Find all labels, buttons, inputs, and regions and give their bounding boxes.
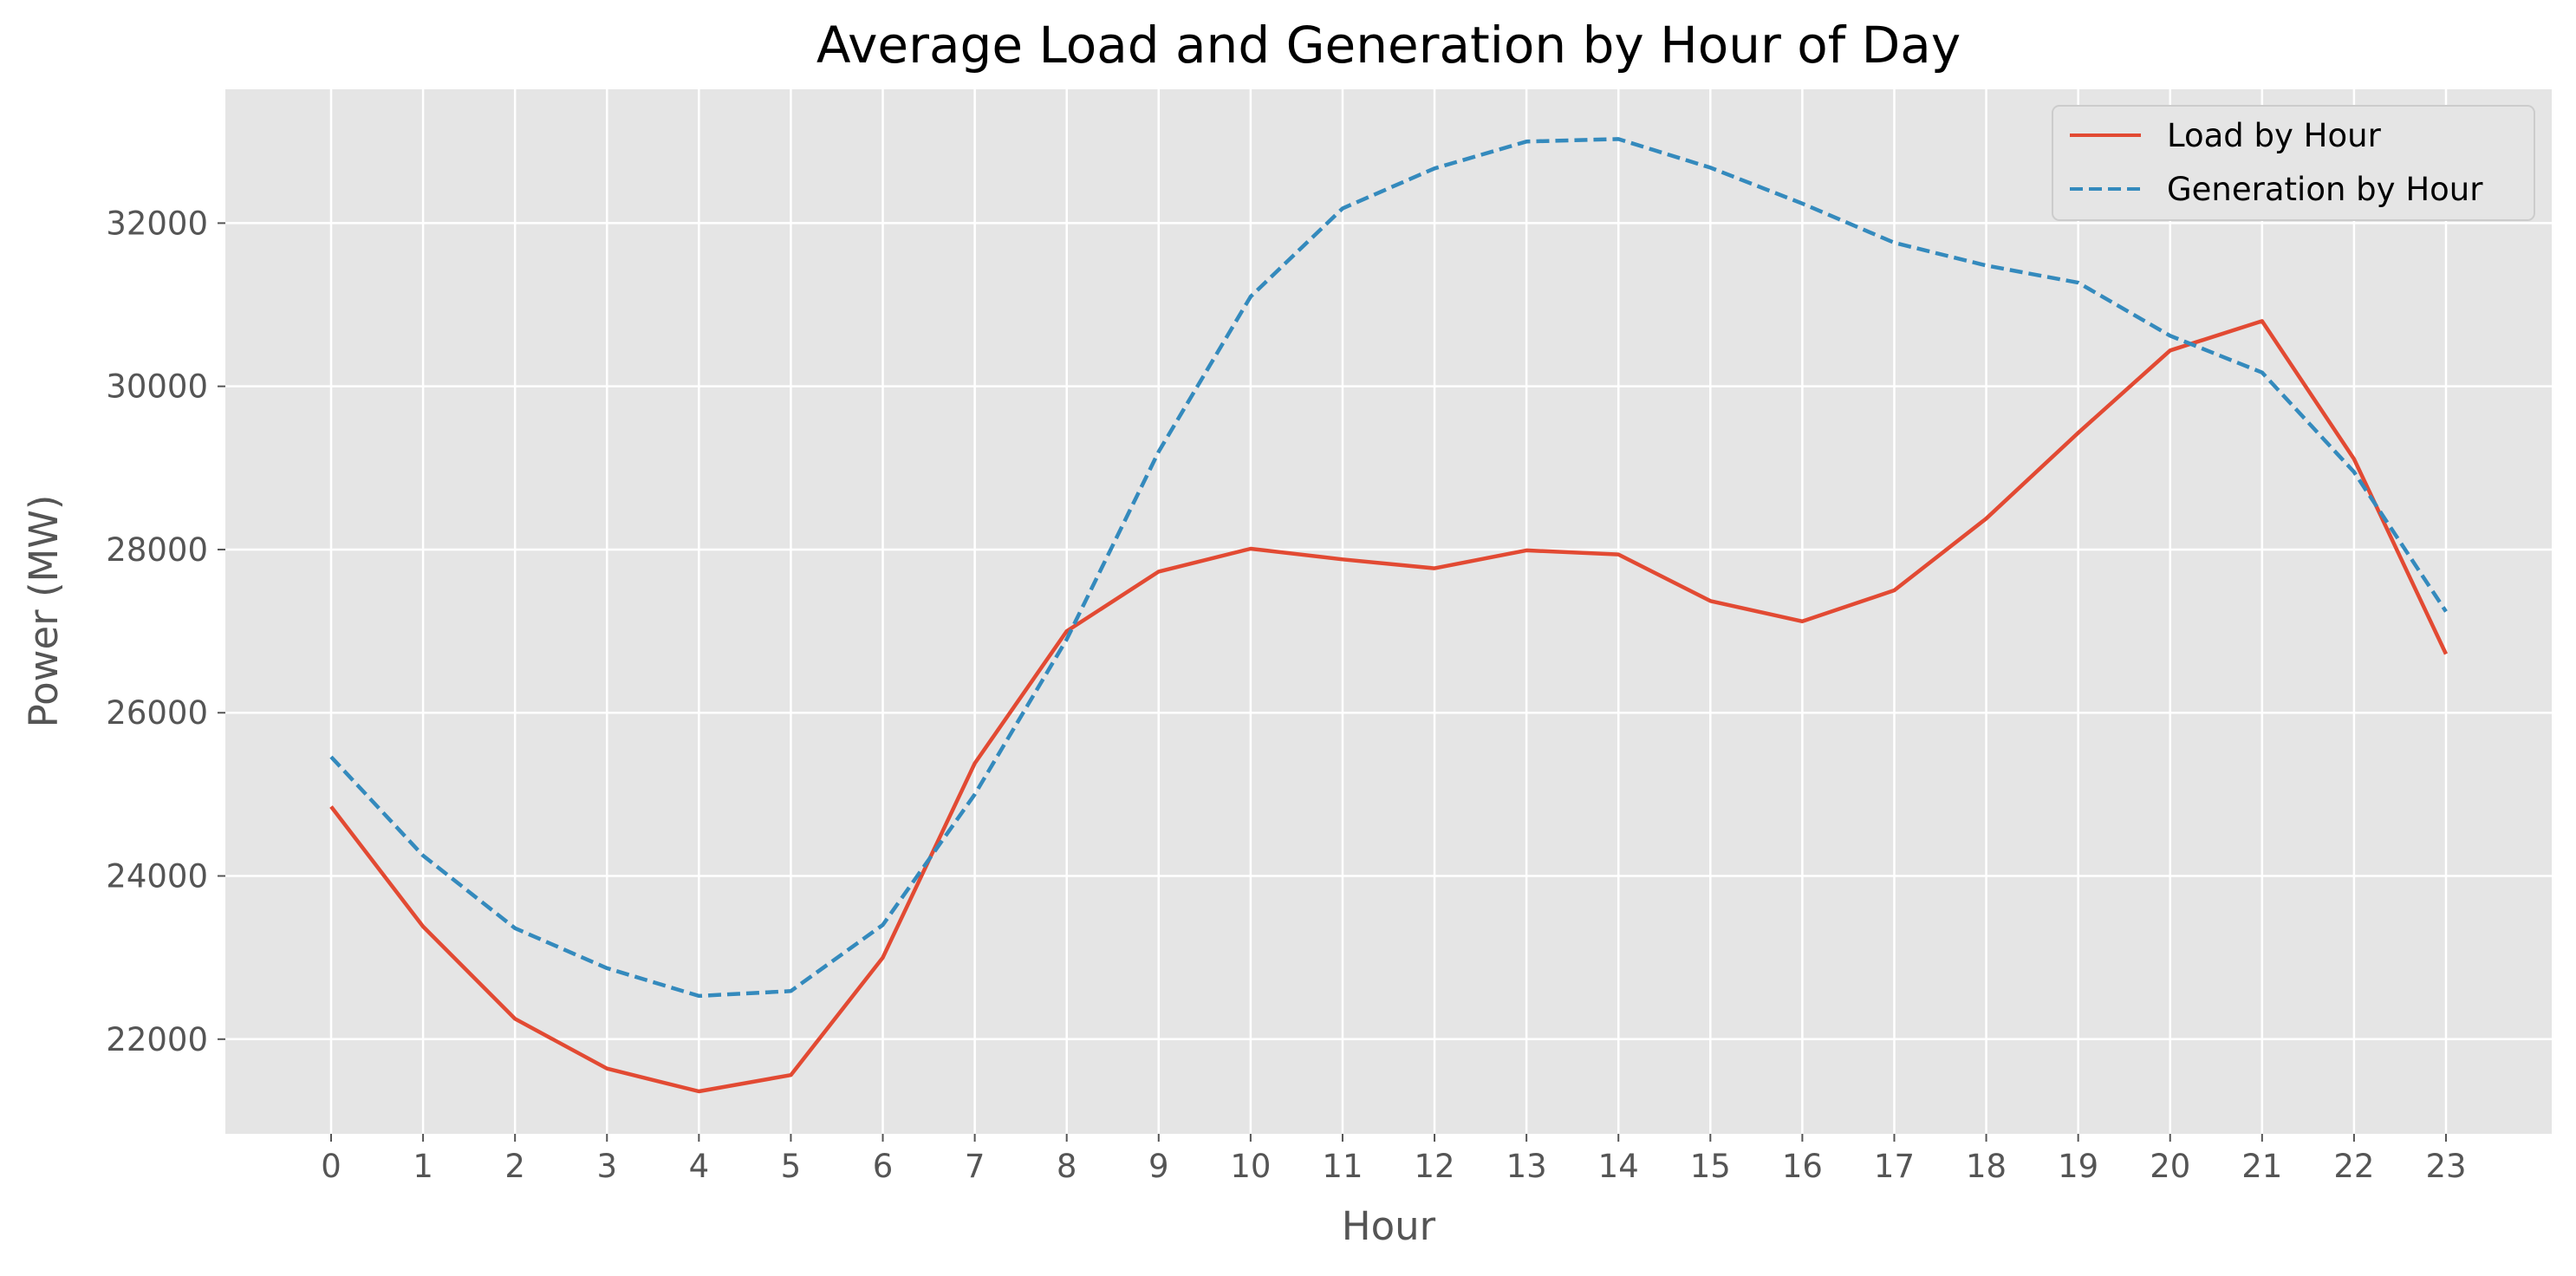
y-tick-label: 32000: [106, 205, 208, 242]
legend-box: [2052, 105, 2535, 221]
y-tick-label: 22000: [106, 1021, 208, 1058]
x-tick-label: 20: [2150, 1148, 2190, 1185]
load-series-line: [329, 319, 2449, 1094]
x-tick-label: 12: [1414, 1148, 1454, 1185]
x-axis-label: Hour: [1342, 1203, 1436, 1249]
x-tick-label: 4: [689, 1148, 710, 1185]
grid-lines: [225, 89, 2552, 1134]
legend: Load by Hour Generation by Hour: [2052, 105, 2535, 221]
x-tick-label: 5: [781, 1148, 802, 1185]
x-tick-label: 11: [1322, 1148, 1363, 1185]
x-tick-label: 10: [1230, 1148, 1271, 1185]
x-tick-label: 7: [965, 1148, 986, 1185]
y-axis-label: Power (MW): [21, 495, 67, 728]
chart-title: Average Load and Generation by Hour of D…: [816, 16, 1961, 75]
x-tick-label: 13: [1506, 1148, 1547, 1185]
y-tick-label: 24000: [106, 858, 208, 895]
x-tick-label: 1: [413, 1148, 433, 1185]
x-tick-label: 16: [1782, 1148, 1823, 1185]
y-tick-label: 28000: [106, 531, 208, 569]
plot-area: [225, 89, 2552, 1134]
x-tick-label: 8: [1057, 1148, 1077, 1185]
x-tick-label: 14: [1598, 1148, 1639, 1185]
x-tick-label: 2: [504, 1148, 525, 1185]
generation-series-line: [329, 137, 2448, 999]
legend-label-generation: Generation by Hour: [2167, 171, 2483, 208]
x-tick-label: 9: [1148, 1148, 1169, 1185]
x-tick-label: 21: [2241, 1148, 2282, 1185]
x-tick-label: 22: [2333, 1148, 2374, 1185]
x-tick-label: 6: [873, 1148, 894, 1185]
legend-label-load: Load by Hour: [2167, 117, 2382, 154]
x-tick-label: 17: [1874, 1148, 1915, 1185]
y-tick-label: 30000: [106, 368, 208, 406]
x-tick-label: 19: [2058, 1148, 2098, 1185]
series-lines: [329, 137, 2449, 1094]
x-tick-label: 23: [2425, 1148, 2466, 1185]
tick-labels: 0 1 2 3 4 5 6 7 8 9 10 11 12 13 14 15 16 17 18 19 20 21 22 2322…: [106, 205, 2466, 1185]
x-tick-label: 18: [1966, 1148, 2007, 1185]
y-tick-label: 26000: [106, 694, 208, 732]
x-tick-label: 15: [1690, 1148, 1731, 1185]
x-tick-label: 3: [596, 1148, 617, 1185]
x-tick-label: 0: [321, 1148, 342, 1185]
